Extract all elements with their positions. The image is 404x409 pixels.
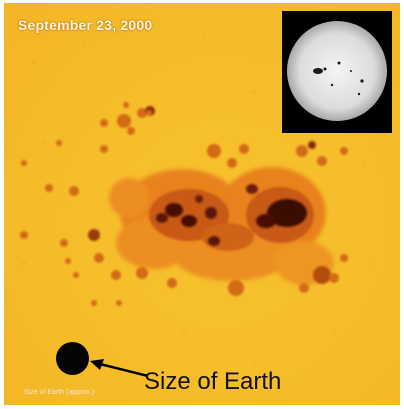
- granulation: [22, 31, 376, 385]
- earth-size-label: Size of Earth: [144, 368, 282, 395]
- full-sun-disk: [287, 21, 387, 121]
- sunspot-image: September 23, 2000: [4, 3, 400, 405]
- sun-disk: [287, 21, 387, 121]
- arrow-left-icon: [90, 359, 149, 378]
- date-label: September 23, 2000: [18, 17, 153, 33]
- earth-size-disk: [56, 342, 89, 375]
- earth-size-caption: Size of Earth (approx.): [24, 389, 95, 396]
- small-spots: [20, 102, 348, 306]
- full-disk-inset: [282, 11, 392, 133]
- disk-sunspots: [313, 61, 364, 96]
- sunspot-group-graphic: [20, 31, 376, 385]
- umbrae: [156, 184, 307, 246]
